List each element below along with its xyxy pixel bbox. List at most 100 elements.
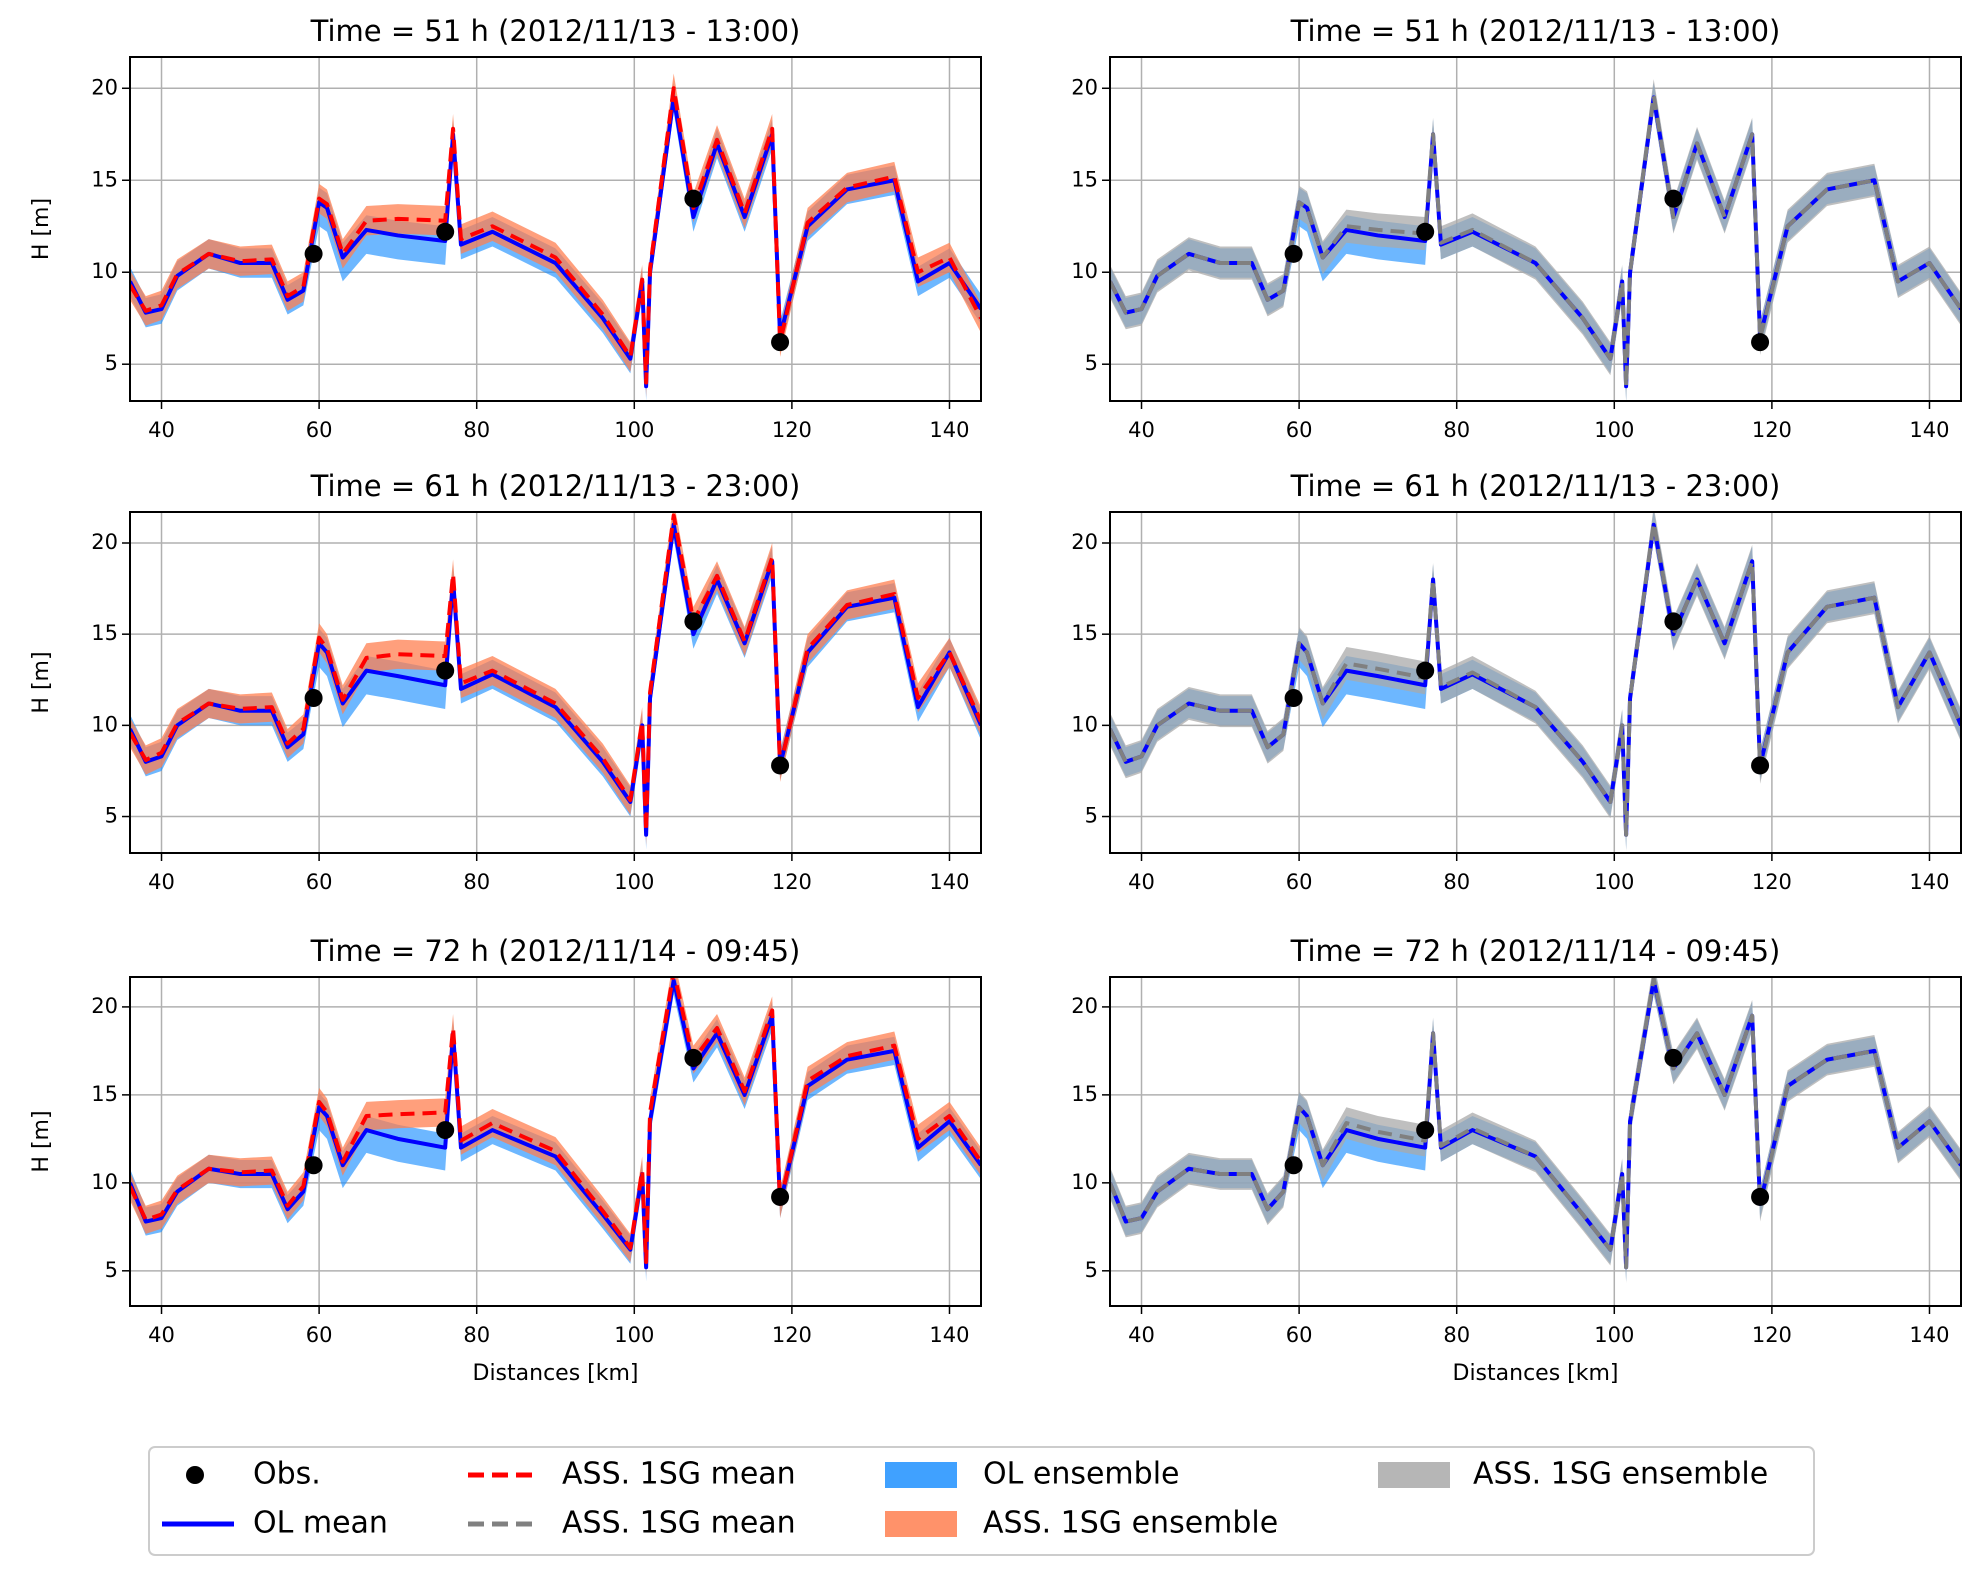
x-tick-label: 140: [929, 418, 969, 442]
plot-area: [130, 73, 981, 401]
panel: 40 60 80 100 120 140 5 10 15 20 Time = 61 h (2012/…: [29, 469, 982, 894]
x-tick-label: 120: [772, 418, 812, 442]
panel-title: Time = 72 h (2012/11/14 - 09:45): [1290, 934, 1781, 968]
x-axis-label: Distances [km]: [1453, 1361, 1619, 1386]
x-tick-label: 140: [1909, 418, 1949, 442]
y-axis-label: H [m]: [29, 651, 54, 713]
x-tick-label: 60: [1286, 870, 1313, 894]
x-tick-label: 120: [1752, 1323, 1792, 1347]
y-tick-label: 5: [105, 1258, 118, 1282]
obs-point: [684, 612, 703, 631]
panel-title: Time = 61 h (2012/11/13 - 23:00): [1290, 469, 1781, 503]
mean-line: [1110, 978, 1961, 1270]
obs-point: [436, 222, 455, 241]
ensemble-band: [1110, 82, 1961, 401]
y-tick-label: 10: [1071, 259, 1098, 283]
axes-frame: [129, 511, 982, 854]
legend: Obs. OL mean ASS. 1SG mean ASS. 1SG mean OL …: [162, 1457, 1768, 1541]
obs-point: [436, 1121, 455, 1140]
x-tick-label: 140: [929, 1323, 969, 1347]
obs-point: [1416, 661, 1435, 680]
y-tick-label: 20: [1071, 75, 1098, 99]
ensemble-band: [1110, 512, 1961, 852]
x-tick-label: 140: [1909, 870, 1949, 894]
legend-label: Obs.: [253, 1457, 321, 1492]
legend-label: ASS. 1SG mean: [562, 1457, 796, 1492]
y-tick-label: 10: [91, 1170, 118, 1194]
y-tick-label: 20: [1071, 530, 1098, 554]
x-tick-label: 80: [463, 870, 490, 894]
obs-point: [1664, 612, 1683, 631]
mean-line: [130, 513, 981, 834]
x-tick-label: 120: [772, 1323, 812, 1347]
x-tick-label: 80: [1443, 418, 1470, 442]
y-tick-label: 15: [1071, 1082, 1098, 1106]
plot-area: [1110, 79, 1961, 401]
y-tick-label: 20: [1071, 994, 1098, 1018]
legend-label: ASS. 1SG ensemble: [983, 1506, 1278, 1541]
x-tick-label: 100: [1594, 870, 1634, 894]
obs-point: [436, 661, 455, 680]
x-tick-label: 140: [1909, 1323, 1949, 1347]
x-tick-label: 140: [929, 870, 969, 894]
x-tick-label: 60: [306, 418, 333, 442]
panel: 40 60 80 100 120 140 5 10 15 20 Time = 72 h (2012/…: [1071, 934, 1962, 1386]
x-tick-label: 60: [1286, 1323, 1313, 1347]
y-tick-label: 20: [91, 530, 118, 554]
ensemble-band: [130, 977, 981, 1282]
mean-line: [1110, 522, 1961, 837]
y-tick-label: 5: [105, 351, 118, 375]
y-tick-label: 15: [1071, 621, 1098, 645]
legend-marker: [885, 1462, 957, 1488]
y-tick-label: 20: [91, 994, 118, 1018]
axes-frame: [129, 976, 982, 1307]
legend-marker: [885, 1511, 957, 1537]
x-tick-label: 40: [1128, 418, 1155, 442]
x-tick-label: 120: [772, 870, 812, 894]
plot-area: [1110, 512, 1961, 852]
plot-area: [1110, 977, 1961, 1284]
legend-label: OL mean: [253, 1506, 388, 1541]
x-tick-label: 100: [614, 1323, 654, 1347]
panel: 40 60 80 100 120 140 5 10 15 20 Time = 61 h (2012/…: [1071, 469, 1962, 894]
y-axis-label: H [m]: [29, 198, 54, 260]
y-tick-label: 15: [91, 621, 118, 645]
obs-point: [684, 189, 703, 208]
panel-title: Time = 72 h (2012/11/14 - 09:45): [310, 934, 801, 968]
obs-point: [1751, 333, 1770, 352]
y-tick-label: 5: [1085, 1258, 1098, 1282]
legend-label: ASS. 1SG mean: [562, 1506, 796, 1541]
legend-marker: [1378, 1462, 1450, 1488]
obs-point: [771, 1187, 790, 1206]
y-axis-label: H [m]: [29, 1110, 54, 1172]
y-tick-label: 10: [1071, 1170, 1098, 1194]
panel: 40 60 80 100 120 140 5 10 15 20 Time = 51 h (2012/…: [1071, 14, 1962, 442]
y-tick-label: 15: [91, 1082, 118, 1106]
ensemble-band: [1110, 79, 1961, 401]
mean-line: [1110, 95, 1961, 389]
ensemble-band: [130, 977, 981, 1277]
x-tick-label: 40: [1128, 1323, 1155, 1347]
panel-title: Time = 51 h (2012/11/13 - 13:00): [1290, 14, 1781, 48]
ensemble-band: [1110, 512, 1961, 850]
axes-frame: [1109, 976, 1962, 1307]
obs-point: [1664, 189, 1683, 208]
x-tick-label: 60: [306, 870, 333, 894]
axes-frame: [129, 56, 982, 402]
obs-point: [1416, 222, 1435, 241]
x-tick-label: 40: [148, 418, 175, 442]
x-tick-label: 100: [1594, 418, 1634, 442]
panel-title: Time = 61 h (2012/11/13 - 23:00): [310, 469, 801, 503]
x-tick-label: 40: [148, 1323, 175, 1347]
x-tick-label: 40: [148, 870, 175, 894]
panel-title: Time = 51 h (2012/11/13 - 13:00): [310, 14, 801, 48]
legend-label: ASS. 1SG ensemble: [1473, 1457, 1768, 1492]
ensemble-band: [130, 73, 981, 398]
x-tick-label: 100: [1594, 1323, 1634, 1347]
obs-point: [304, 1156, 323, 1175]
obs-point: [1284, 689, 1303, 707]
plot-area: [130, 977, 981, 1282]
mean-line: [1110, 520, 1961, 837]
mean-line: [130, 978, 981, 1270]
